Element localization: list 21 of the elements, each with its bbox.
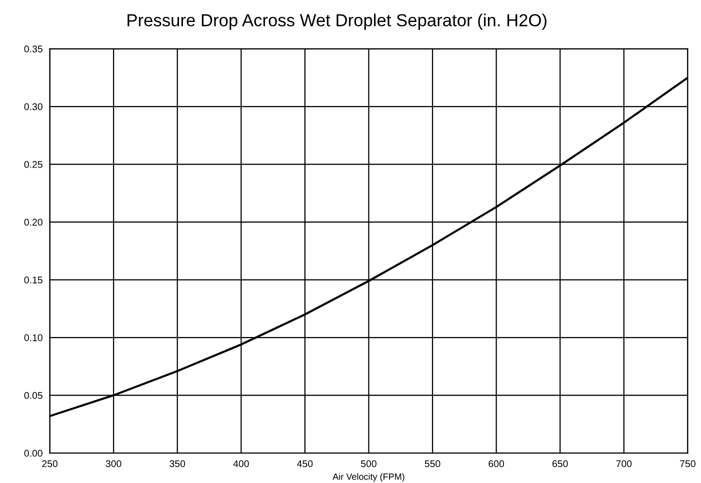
- y-tick-label: 0.00: [24, 450, 42, 457]
- x-tick-label: 600: [488, 460, 504, 468]
- y-tick-label: 0.10: [24, 334, 42, 342]
- x-tick-label: 350: [170, 460, 186, 468]
- x-tick-label: 650: [552, 460, 568, 468]
- y-tick-label: 0.30: [24, 103, 42, 110]
- y-tick-label: 0.15: [24, 276, 42, 284]
- y-tick-label: 0.35: [24, 46, 42, 52]
- y-tick-label: 0.20: [24, 218, 42, 226]
- x-tick-label: 400: [233, 460, 249, 468]
- x-tick-label: 700: [616, 460, 632, 468]
- x-axis-title: Air Velocity (FPM): [332, 473, 404, 482]
- x-tick-label: 250: [42, 460, 58, 468]
- y-tick-label: 0.25: [24, 161, 42, 168]
- x-tick-label: 750: [680, 460, 696, 468]
- x-tick-label: 300: [106, 460, 122, 468]
- x-tick-label: 450: [297, 460, 313, 468]
- chart-title: Pressure Drop Across Wet Droplet Separator (in. H2O): [128, 14, 546, 30]
- y-tick-label: 0.05: [24, 392, 42, 399]
- x-tick-label: 500: [361, 460, 376, 468]
- x-tick-label: 550: [424, 460, 440, 468]
